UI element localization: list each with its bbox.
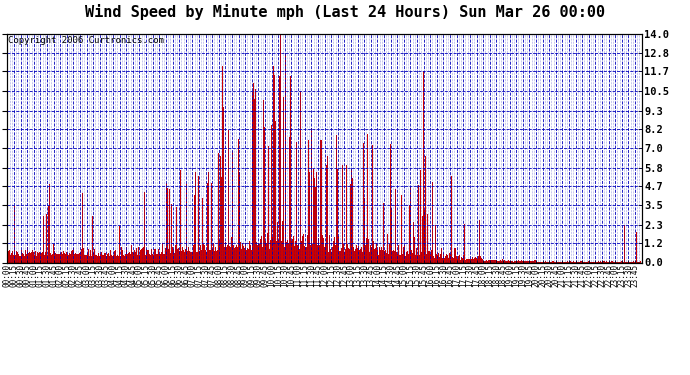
Text: Copyright 2006 Curtronics.com: Copyright 2006 Curtronics.com <box>8 36 164 45</box>
Text: Wind Speed by Minute mph (Last 24 Hours) Sun Mar 26 00:00: Wind Speed by Minute mph (Last 24 Hours)… <box>85 4 605 20</box>
